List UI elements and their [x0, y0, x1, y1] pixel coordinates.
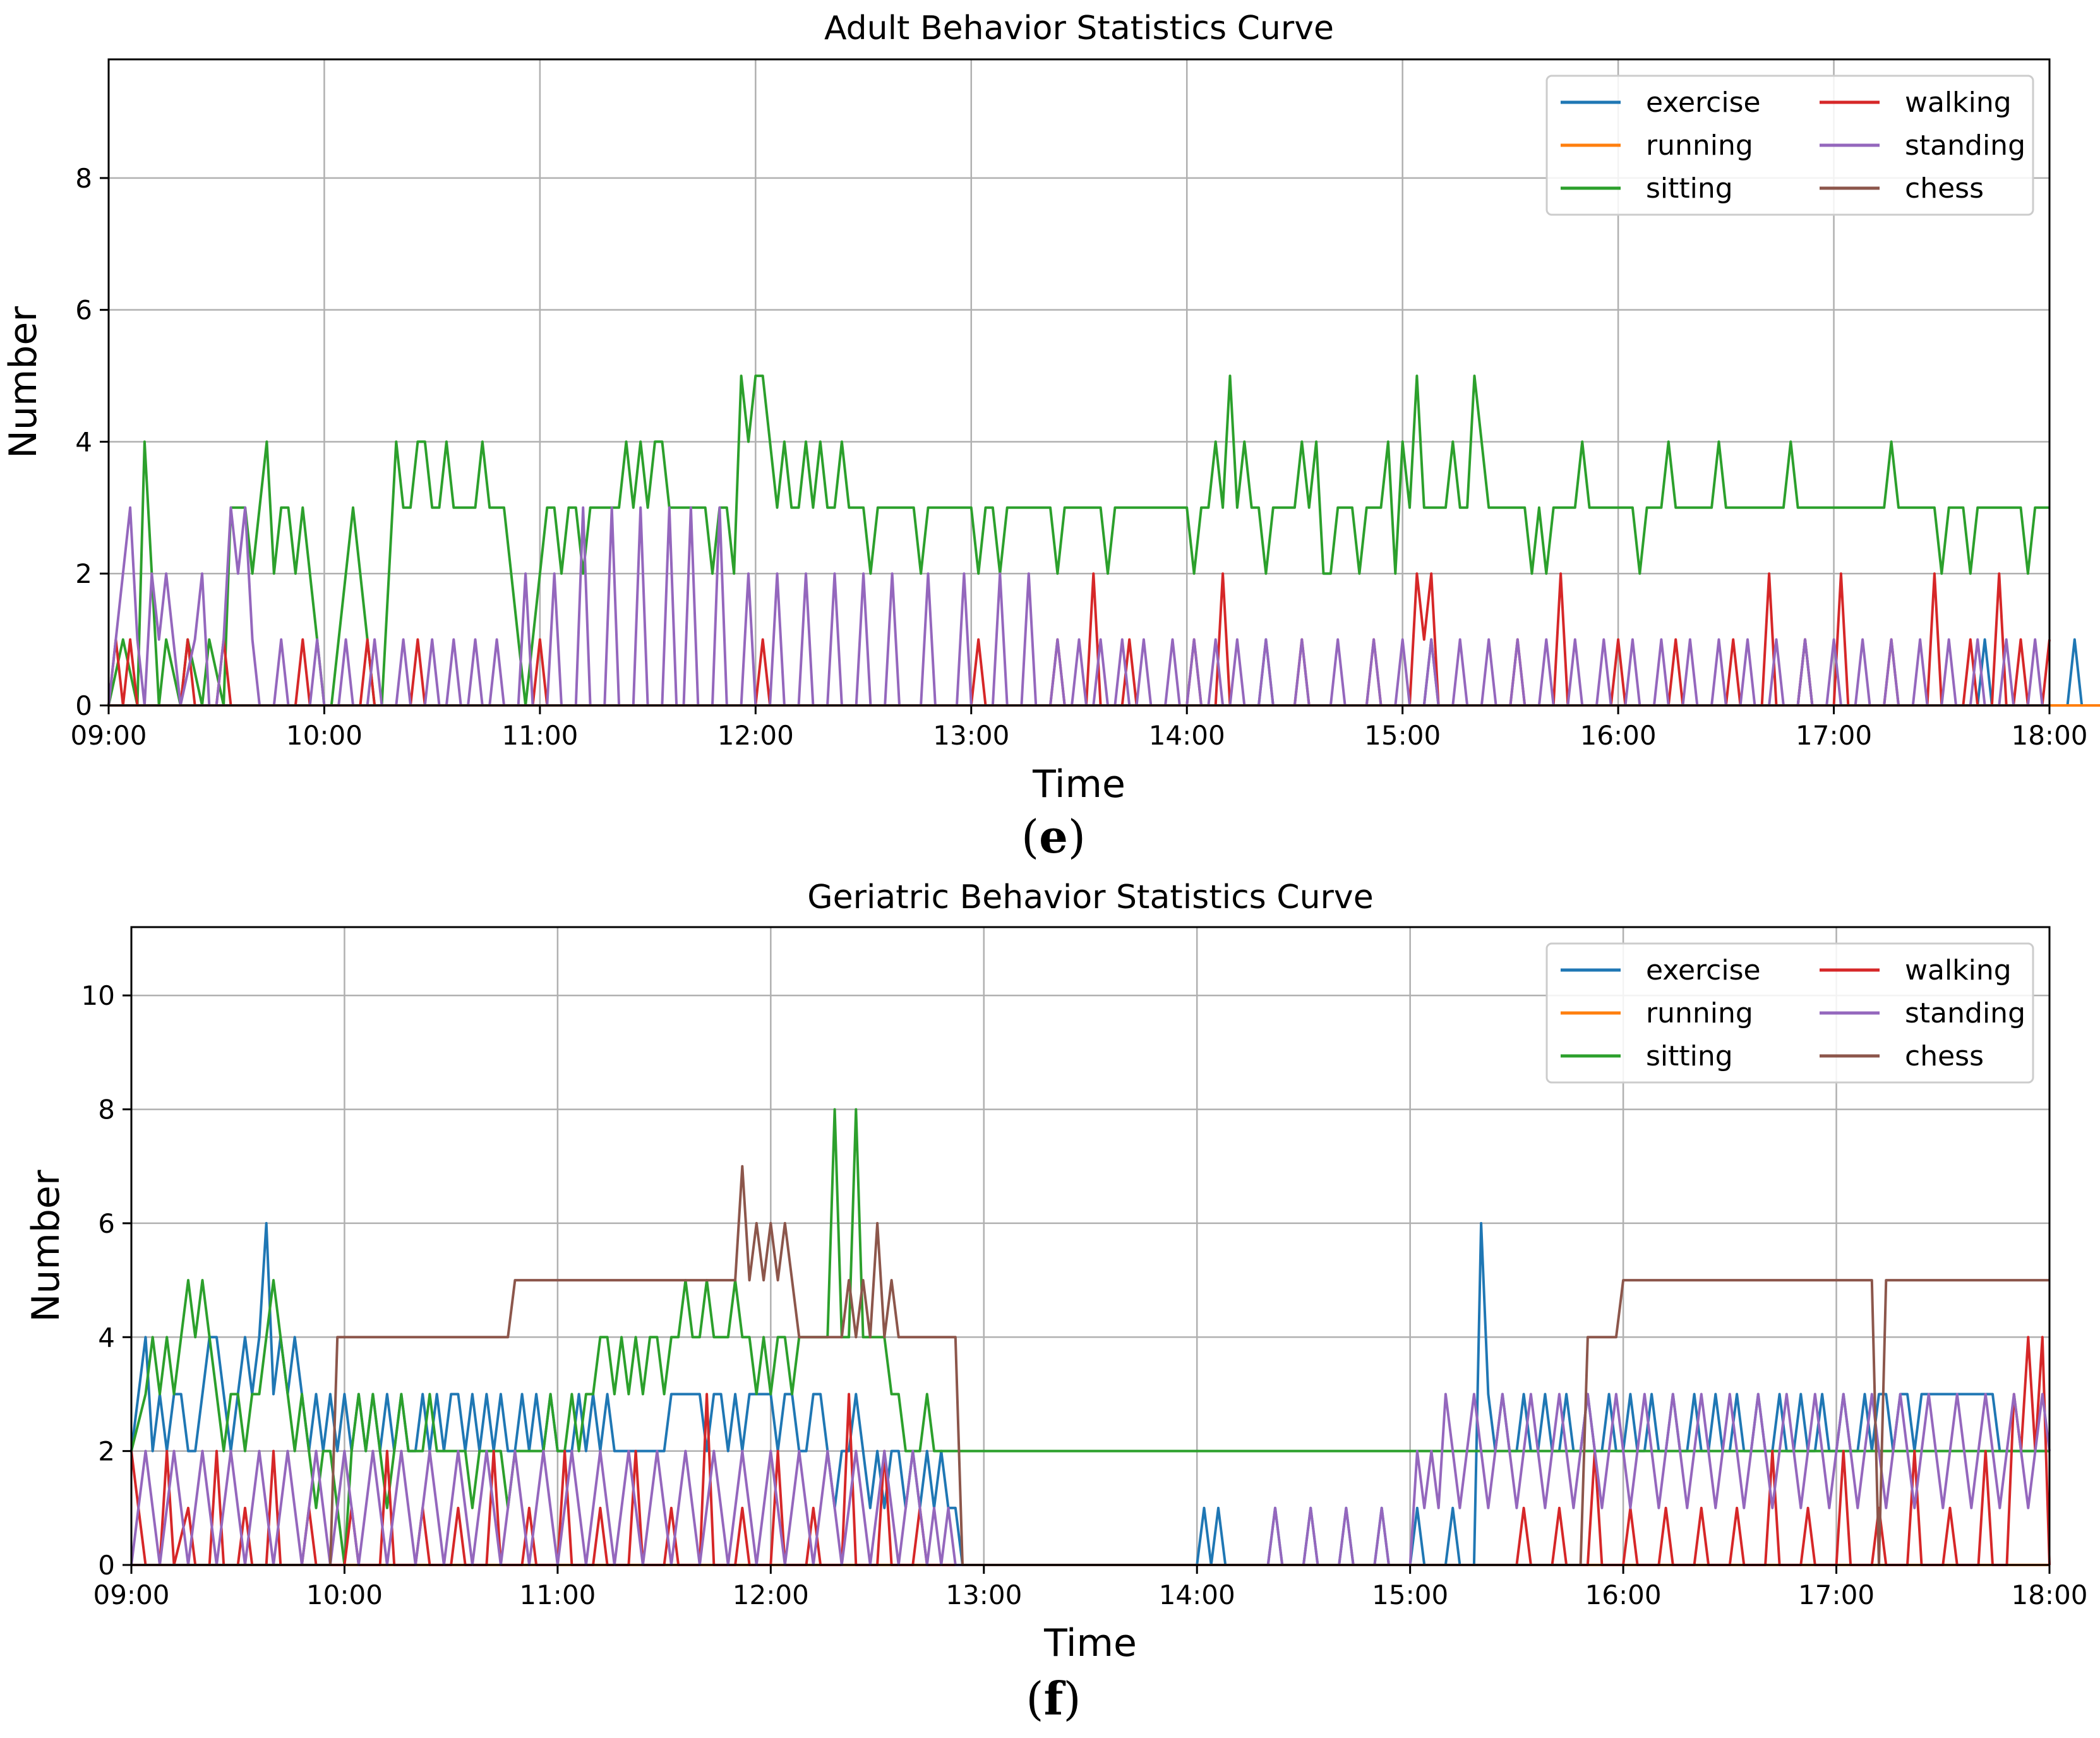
- x-tick-label: 17:00: [1798, 1579, 1875, 1610]
- x-tick-label: 12:00: [733, 1579, 809, 1610]
- caption-paren-open: (: [1026, 1672, 1043, 1725]
- x-tick-label: 15:00: [1364, 720, 1441, 751]
- x-tick-label: 18:00: [2011, 1579, 2087, 1610]
- y-tick-label: 2: [98, 1436, 115, 1467]
- x-tick-label: 13:00: [945, 1579, 1022, 1610]
- y-tick-label: 6: [75, 295, 92, 326]
- y-ticks: 0 2 4 6 8 10: [81, 980, 131, 1581]
- series-line-standing: [107, 506, 2049, 707]
- y-axis-label: Number: [1, 306, 45, 458]
- legend-label-sitting: sitting: [1646, 1040, 1733, 1072]
- panel-caption: (f): [1026, 1672, 1081, 1725]
- chart-title: Geriatric Behavior Statistics Curve: [807, 878, 1373, 916]
- legend-item-chess: chess: [1820, 1040, 1984, 1072]
- legend-item-chess: chess: [1820, 172, 1984, 205]
- x-ticks: 09:00 10:00 11:00 12:00 13:00 14:00 15:00 16:00…: [70, 705, 2088, 751]
- legend-box: [1545, 75, 2034, 216]
- x-tick-label: 16:00: [1580, 720, 1657, 751]
- legend-item-exercise: exercise: [1561, 954, 1761, 986]
- x-tick-label: 15:00: [1372, 1579, 1448, 1610]
- y-tick-label: 8: [75, 163, 92, 194]
- x-tick-label: 11:00: [519, 1579, 596, 1610]
- legend-item-running: running: [1561, 997, 1753, 1029]
- legend-item-exercise: exercise: [1561, 87, 1761, 119]
- chart-panel-e: 09:00 10:00 11:00 12:00 13:00 14:00 15:00 16:00…: [1, 9, 2100, 863]
- legend-label-exercise: exercise: [1646, 954, 1761, 986]
- axes-frame: [130, 926, 2051, 1566]
- legend-item-walking: walking: [1820, 954, 2012, 986]
- legend-item-sitting: sitting: [1561, 172, 1733, 205]
- legend-label-chess: chess: [1905, 172, 1984, 205]
- y-tick-label: 6: [98, 1208, 115, 1239]
- caption-paren-close: ): [1063, 1672, 1081, 1725]
- y-tick-label: 2: [75, 558, 92, 589]
- x-axis-label: Time: [1032, 762, 1125, 806]
- x-tick-label: 14:00: [1149, 720, 1225, 751]
- legend-label-walking: walking: [1905, 954, 2012, 986]
- legend-label-standing: standing: [1905, 129, 2025, 162]
- legend-item-standing: standing: [1820, 129, 2025, 162]
- legend-item-standing: standing: [1820, 997, 2025, 1029]
- chart-title: Adult Behavior Statistics Curve: [824, 9, 1334, 47]
- axes-frame: [107, 58, 2051, 707]
- y-ticks: 0 2 4 6 8: [75, 163, 109, 721]
- chart-panel-f: 09:00 10:00 11:00 12:00 13:00 14:00 15:00 16:00…: [24, 878, 2088, 1725]
- caption-letter: e: [1039, 810, 1068, 863]
- y-tick-label: 4: [75, 426, 92, 457]
- x-tick-label: 12:00: [717, 720, 794, 751]
- legend: exercise running sitting walking standing che…: [1545, 942, 2034, 1084]
- x-ticks: 09:00 10:00 11:00 12:00 13:00 14:00 15:00 16:00…: [93, 1565, 2088, 1610]
- y-axis-label: Number: [24, 1170, 68, 1322]
- legend-label-standing: standing: [1905, 997, 2025, 1029]
- x-tick-label: 09:00: [70, 720, 147, 751]
- x-tick-label: 11:00: [501, 720, 578, 751]
- caption-paren-open: (: [1021, 810, 1039, 863]
- x-tick-label: 09:00: [93, 1579, 169, 1610]
- series-line-sitting: [107, 375, 2049, 707]
- series-line-exercise: [109, 638, 2100, 707]
- legend-label-exercise: exercise: [1646, 87, 1761, 119]
- legend-label-walking: walking: [1905, 87, 2012, 119]
- y-tick-label: 8: [98, 1094, 115, 1125]
- legend-box: [1545, 942, 2034, 1084]
- legend-label-chess: chess: [1905, 1040, 1984, 1072]
- legend-label-sitting: sitting: [1646, 172, 1733, 205]
- x-tick-label: 17:00: [1796, 720, 1872, 751]
- y-tick-label: 0: [98, 1550, 115, 1581]
- legend-item-running: running: [1561, 129, 1753, 162]
- x-axis-label: Time: [1043, 1621, 1137, 1665]
- x-tick-label: 16:00: [1585, 1579, 1662, 1610]
- panel-caption: (e): [1021, 810, 1086, 863]
- legend-item-sitting: sitting: [1561, 1040, 1733, 1072]
- caption-letter: f: [1044, 1672, 1066, 1725]
- x-tick-label: 13:00: [933, 720, 1009, 751]
- x-tick-label: 10:00: [306, 1579, 383, 1610]
- y-tick-label: 10: [81, 980, 115, 1011]
- x-tick-label: 10:00: [286, 720, 363, 751]
- x-tick-label: 18:00: [2011, 720, 2087, 751]
- caption-paren-close: ): [1068, 810, 1086, 863]
- legend-label-running: running: [1646, 997, 1753, 1029]
- x-tick-label: 14:00: [1159, 1579, 1235, 1610]
- legend: exercise running sitting walking standing che…: [1545, 75, 2034, 216]
- series-line-chess: [131, 1165, 2049, 1566]
- series-line-standing: [130, 1393, 2051, 1566]
- y-tick-label: 0: [75, 690, 92, 721]
- legend-item-walking: walking: [1820, 87, 2012, 119]
- legend-label-running: running: [1646, 129, 1753, 162]
- y-tick-label: 4: [98, 1322, 115, 1353]
